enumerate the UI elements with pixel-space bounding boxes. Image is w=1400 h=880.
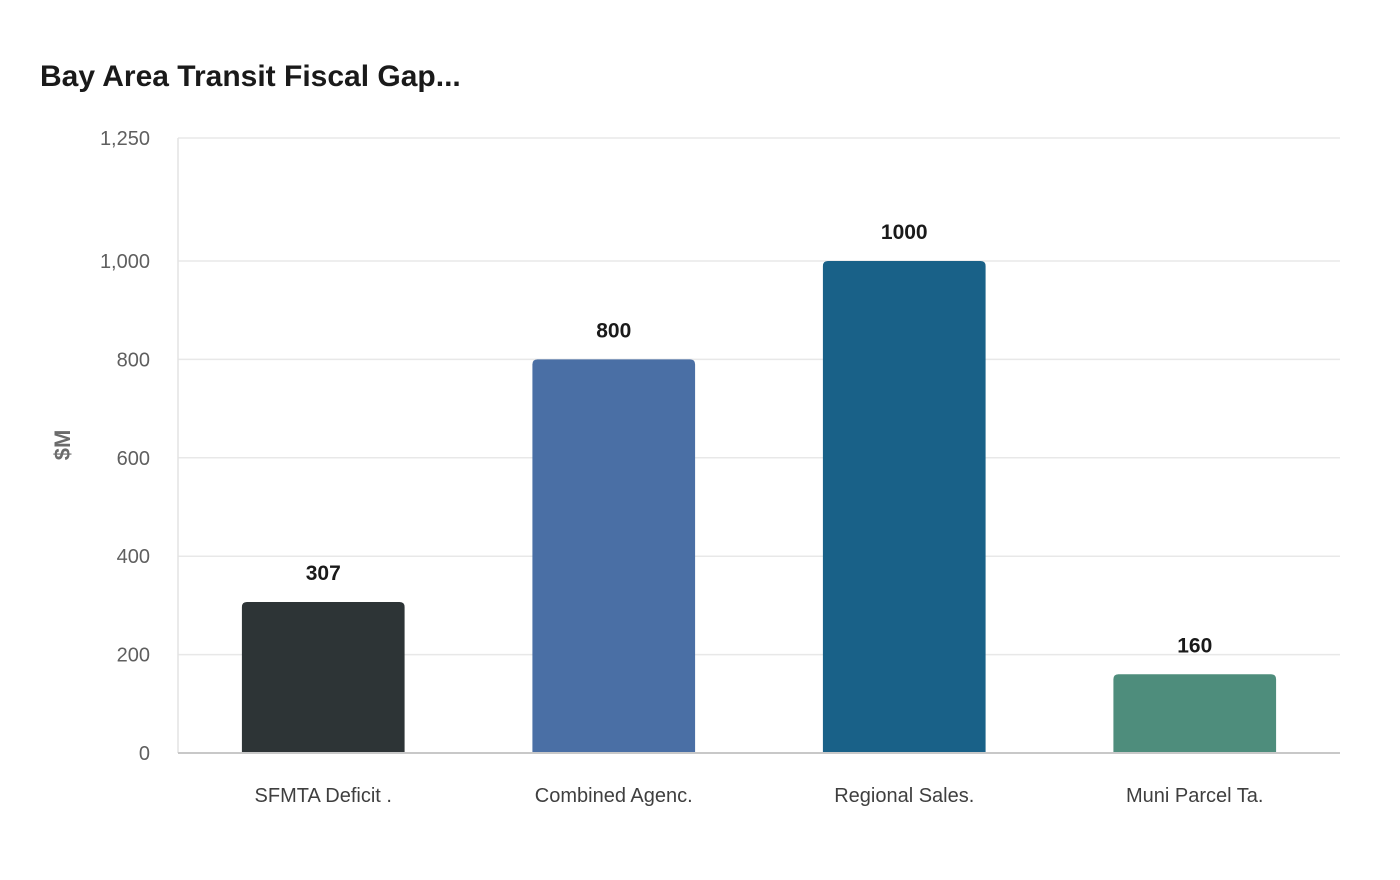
x-category-label: Muni Parcel Ta. (1126, 785, 1263, 807)
bar-1 (241, 601, 405, 753)
chart-title: Bay Area Transit Fiscal Gap... (40, 60, 461, 93)
bar-value-label: 307 (306, 562, 341, 585)
y-tick-label: 200 (117, 645, 150, 667)
x-category-label: Regional Sales. (834, 785, 974, 807)
y-tick-label: 0 (139, 743, 150, 765)
y-axis-ticks: 0 200 400 600 800 1,000 1,250 (100, 128, 150, 765)
x-category-label: SFMTA Deficit . (255, 785, 392, 807)
x-axis-categories: SFMTA Deficit . Combined Agenc. Regional S… (255, 785, 1264, 807)
bars (241, 261, 1277, 753)
y-tick-label: 800 (117, 349, 150, 371)
y-tick-label: 1,000 (100, 251, 150, 273)
bar-value-label: 800 (596, 319, 631, 342)
bar-value-label: 1000 (881, 221, 928, 244)
bar-3 (822, 261, 986, 753)
y-axis-title: $M (50, 430, 75, 461)
y-tick-label: 600 (117, 448, 150, 470)
bar-value-label: 160 (1177, 634, 1212, 657)
y-tick-label: 1,250 (100, 128, 150, 150)
bar-4 (1113, 674, 1277, 753)
x-category-label: Combined Agenc. (535, 785, 693, 807)
gridlines (178, 137, 1340, 656)
y-tick-label: 400 (117, 546, 150, 568)
bar-2 (532, 359, 696, 753)
data-labels: 307 800 1000 160 (306, 221, 1213, 657)
